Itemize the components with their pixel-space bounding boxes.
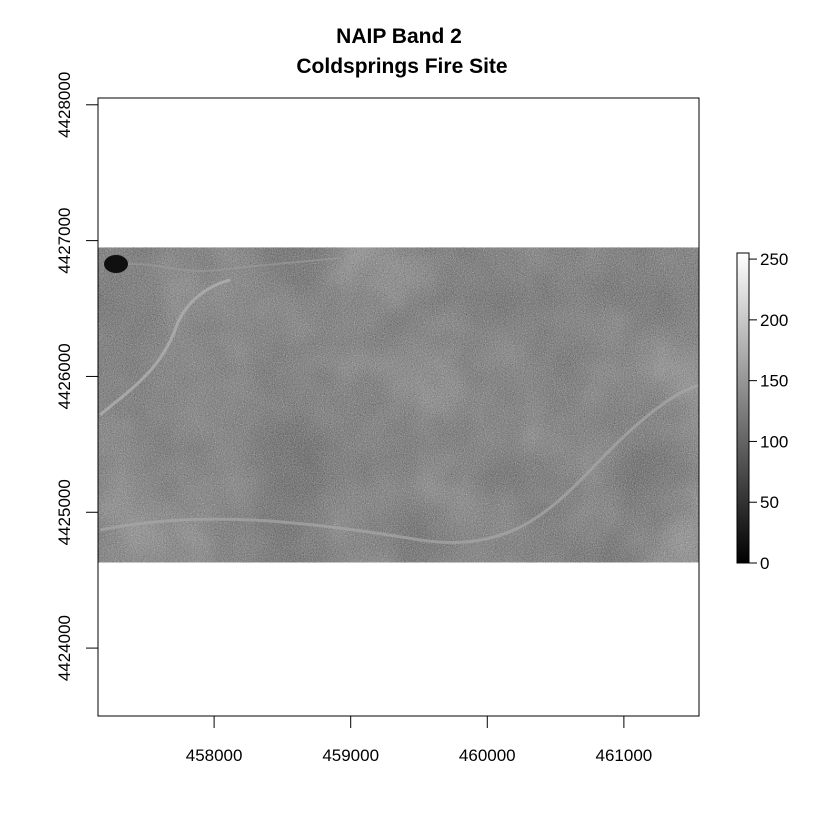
colorbar-tick-label: 250 <box>760 250 788 269</box>
pond-shape <box>104 255 128 273</box>
road-line <box>119 257 341 272</box>
colorbar-tick-label: 150 <box>760 372 788 391</box>
y-tick-label: 4424000 <box>55 615 74 681</box>
x-tick-label: 458000 <box>186 746 243 765</box>
colorbar-tick-label: 100 <box>760 432 788 451</box>
y-tick-label: 4425000 <box>55 479 74 545</box>
x-tick-label: 460000 <box>459 746 516 765</box>
road-line <box>99 383 699 544</box>
colorbar-tick-label: 50 <box>760 493 779 512</box>
road-line <box>99 278 231 417</box>
chart-subtitle: Coldsprings Fire Site <box>296 55 507 78</box>
raster-image <box>98 247 699 563</box>
x-tick-label: 459000 <box>322 746 379 765</box>
colorbar-tick-label: 200 <box>760 311 788 330</box>
y-tick-label: 4428000 <box>55 72 74 138</box>
chart-title: NAIP Band 2 <box>336 25 462 48</box>
colorbar-gradient <box>736 252 750 564</box>
colorbar-legend: 0 50 100 150 200 250 <box>736 250 788 573</box>
x-axis: 458000 459000 460000 461000 <box>186 715 653 765</box>
y-axis: 4424000 4425000 4426000 4427000 4428000 <box>55 72 99 681</box>
y-tick-label: 4426000 <box>55 343 74 409</box>
colorbar-tick-label: 0 <box>760 554 769 573</box>
y-tick-label: 4427000 <box>55 208 74 274</box>
x-tick-label: 461000 <box>596 746 653 765</box>
